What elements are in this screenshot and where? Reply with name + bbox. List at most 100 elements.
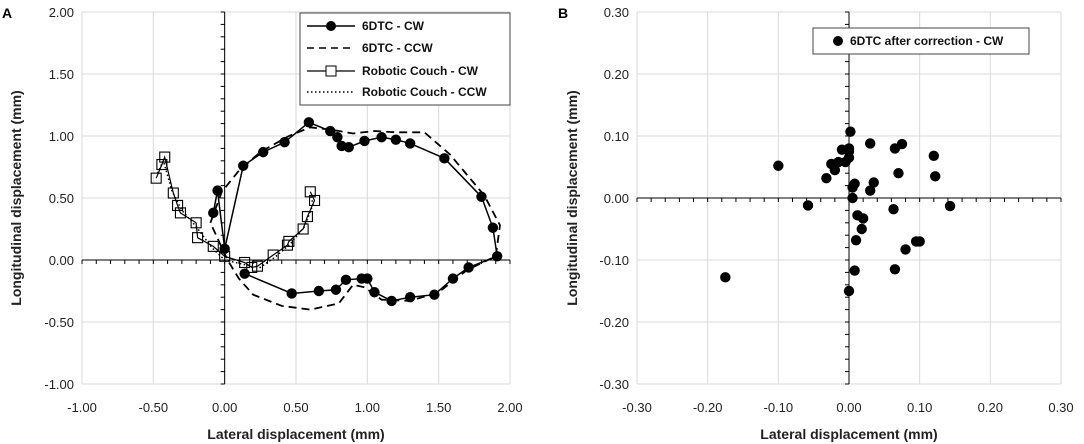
point-6dtc-cw xyxy=(356,273,367,284)
point-6dtc-cw xyxy=(429,289,440,300)
panel-b-x-tick-label: 0.30 xyxy=(1048,400,1073,415)
point-6dtc-cw xyxy=(390,134,402,145)
panel-b-legend-box xyxy=(812,27,1030,55)
panel-a-x-tick-label: 1.00 xyxy=(355,400,380,415)
panel-b-y-tick-label: 0.30 xyxy=(604,5,629,20)
point-6dtc-after-correction-cw xyxy=(829,164,841,176)
panel-b-x-tick-label: 0.00 xyxy=(836,400,861,415)
legend-marker-6dtc-cw xyxy=(326,21,336,31)
point-6dtc-cw xyxy=(439,153,450,164)
point-6dtc-cw xyxy=(332,132,343,143)
point-robotic-couch-cw xyxy=(192,232,204,244)
legend-marker-6dtc-after-correction xyxy=(833,36,843,46)
point-6dtc-after-correction-cw xyxy=(896,138,908,150)
panel-a-series xyxy=(150,117,503,311)
point-6dtc-cw xyxy=(340,274,352,286)
panel-a-x-tick-label: 2.00 xyxy=(497,400,522,415)
panel-a-y-tick-label: 1.00 xyxy=(49,129,74,144)
legend-label-6dtc-after-correction: 6DTC after correction - CW xyxy=(850,34,1004,48)
point-robotic-couch-cw xyxy=(174,207,186,219)
panel-b-y-tick-label: -0.20 xyxy=(599,315,629,330)
point-6dtc-cw xyxy=(376,132,387,143)
panel-b-x-tick-label: -0.20 xyxy=(693,400,723,415)
panel-a-y-tick-label: -0.50 xyxy=(44,315,74,330)
point-6dtc-after-correction-cw xyxy=(843,143,855,154)
legend-marker-robotic-couch-cw xyxy=(325,65,337,77)
panel-a: A -1.00 -0.50 0.00 0.50 1.00 1.50 2.00 -1.00 -0.… xyxy=(2,5,523,442)
point-6dtc-after-correction-cw xyxy=(889,264,901,275)
point-6dtc-after-correction-cw xyxy=(930,171,941,182)
point-robotic-couch-cw xyxy=(281,239,293,251)
panel-a-y-axis-label: Longitudinal displacement (mm) xyxy=(8,90,24,305)
point-6dtc-after-correction-cw xyxy=(893,168,904,179)
panel-b: B -0.30 -0.20 -0.10 0.00 0.10 0.20 0.30 -0.30 -0… xyxy=(558,5,1074,442)
point-6dtc-cw xyxy=(212,185,223,196)
panel-b-y-tick-label: 0.10 xyxy=(604,129,629,144)
point-6dtc-after-correction-cw xyxy=(843,285,855,297)
panel-b-x-tick-label: 0.10 xyxy=(907,400,932,415)
panel-a-ticks: -1.00 -0.50 0.00 0.50 1.00 1.50 2.00 -1.00 -0.50… xyxy=(44,5,522,415)
point-6dtc-cw xyxy=(369,287,380,298)
panel-a-x-tick-label: 0.00 xyxy=(212,400,237,415)
point-6dtc-after-correction-cw xyxy=(847,192,858,204)
panel-a-y-tick-label: -1.00 xyxy=(44,377,74,392)
point-6dtc-after-correction-cw xyxy=(865,185,876,196)
panel-b-legend: 6DTC after correction - CW xyxy=(812,27,1030,55)
point-6dtc-cw xyxy=(313,285,325,297)
point-robotic-couch-cw xyxy=(283,235,295,247)
point-robotic-couch-cw xyxy=(308,194,321,207)
panel-b-y-tick-label: -0.10 xyxy=(599,253,629,268)
point-robotic-couch-cw xyxy=(219,250,231,262)
point-6dtc-after-correction-cw xyxy=(773,160,784,171)
point-6dtc-after-correction-cw xyxy=(914,236,925,247)
series-line-robotic-couch-ccw xyxy=(156,158,314,269)
point-6dtc-cw xyxy=(404,292,416,303)
point-robotic-couch-cw xyxy=(167,187,179,199)
legend-label-robotic-couch-ccw: Robotic Couch - CCW xyxy=(362,85,487,99)
legend-label-6dtc-cw: 6DTC - CW xyxy=(362,19,425,33)
panel-b-x-tick-label: -0.10 xyxy=(764,400,794,415)
point-6dtc-after-correction-cw xyxy=(850,234,862,246)
point-6dtc-after-correction-cw xyxy=(865,138,876,149)
point-6dtc-cw xyxy=(286,288,297,299)
point-6dtc-after-correction-cw xyxy=(843,152,855,163)
panel-a-letter: A xyxy=(2,5,12,21)
legend-label-6dtc-ccw: 6DTC - CCW xyxy=(362,41,433,55)
point-6dtc-after-correction-cw xyxy=(928,150,939,162)
panel-a-y-tick-label: 0.50 xyxy=(49,191,74,206)
point-6dtc-after-correction-cw xyxy=(845,126,856,137)
point-6dtc-after-correction-cw xyxy=(900,244,911,255)
panel-a-y-tick-label: 0.00 xyxy=(49,253,74,268)
point-6dtc-cw xyxy=(343,141,354,153)
panel-a-y-tick-label: 2.00 xyxy=(49,5,74,20)
point-6dtc-after-correction-cw xyxy=(802,200,814,211)
point-robotic-couch-cw xyxy=(150,172,162,184)
point-6dtc-after-correction-cw xyxy=(849,178,860,189)
panel-b-y-tick-label: -0.30 xyxy=(599,377,629,392)
point-robotic-couch-cw xyxy=(297,223,309,235)
point-6dtc-cw xyxy=(404,138,416,149)
point-6dtc-cw xyxy=(487,222,499,233)
point-robotic-couch-cw xyxy=(207,240,219,252)
point-6dtc-after-correction-cw xyxy=(856,223,867,235)
point-6dtc-cw xyxy=(279,137,290,148)
panel-b-y-axis-label: Longitudinal displacement (mm) xyxy=(564,90,580,305)
point-6dtc-after-correction-cw xyxy=(821,172,832,184)
panel-a-x-tick-label: 0.50 xyxy=(283,400,308,415)
point-6dtc-after-correction-cw xyxy=(849,265,860,276)
panel-b-x-tick-label: 0.20 xyxy=(978,400,1003,415)
panel-b-series xyxy=(720,126,956,297)
panel-b-letter: B xyxy=(558,5,568,21)
point-6dtc-cw xyxy=(359,135,370,147)
point-6dtc-cw xyxy=(447,273,459,284)
point-6dtc-cw xyxy=(330,284,342,295)
panel-b-x-axis-label: Lateral displacement (mm) xyxy=(760,426,937,442)
point-robotic-couch-cw xyxy=(301,211,313,223)
panel-b-x-tick-label: -0.30 xyxy=(622,400,652,415)
panel-a-y-tick-label: 1.50 xyxy=(49,67,74,82)
point-robotic-couch-cw xyxy=(267,249,279,261)
panel-a-x-tick-label: -1.00 xyxy=(67,400,97,415)
point-6dtc-after-correction-cw xyxy=(944,200,956,212)
point-robotic-couch-cw xyxy=(159,151,171,163)
